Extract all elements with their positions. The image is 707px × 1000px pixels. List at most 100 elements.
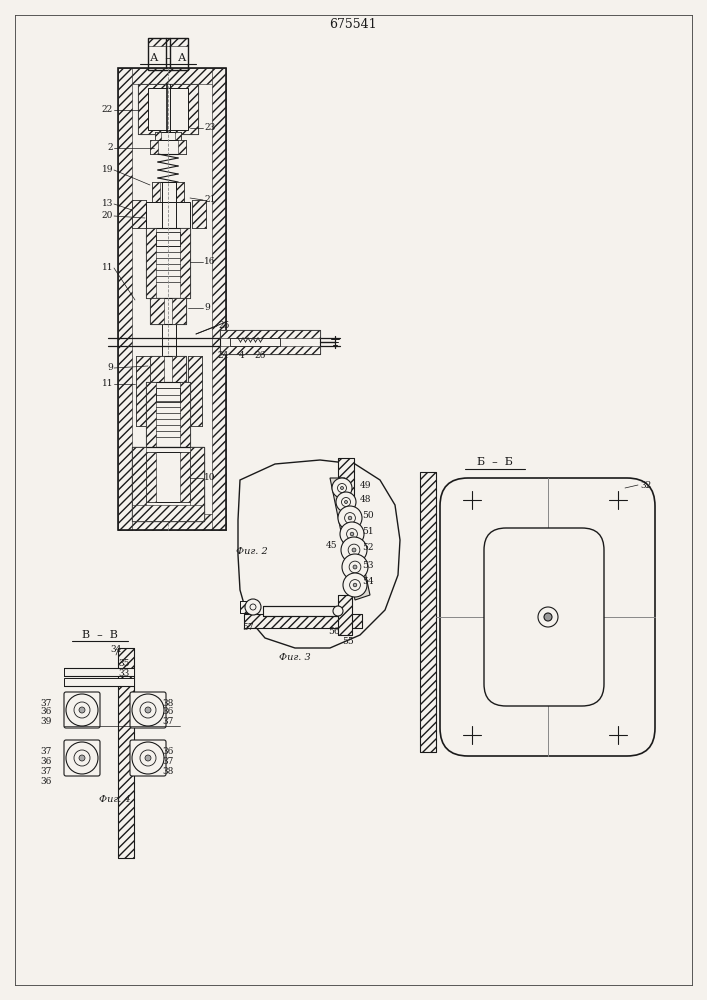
Text: Фиг. 2: Фиг. 2: [236, 548, 268, 556]
Text: 11: 11: [102, 263, 113, 272]
Circle shape: [544, 613, 552, 621]
Circle shape: [79, 707, 85, 713]
Text: 675541: 675541: [329, 18, 377, 31]
Circle shape: [343, 573, 367, 597]
Bar: [338, 458, 354, 508]
Circle shape: [340, 522, 364, 546]
Bar: [175, 132, 181, 140]
Bar: [230, 338, 280, 346]
Text: 52: 52: [362, 542, 373, 552]
Bar: [132, 447, 204, 521]
Bar: [190, 447, 204, 521]
Bar: [155, 132, 161, 140]
Text: Фиг. 4: Фиг. 4: [99, 796, 131, 804]
Text: 37: 37: [40, 748, 52, 756]
Circle shape: [349, 580, 361, 590]
Text: 48: 48: [360, 494, 371, 504]
Circle shape: [145, 755, 151, 761]
Circle shape: [346, 529, 358, 539]
Bar: [118, 68, 132, 530]
Bar: [136, 356, 150, 426]
Circle shape: [132, 742, 164, 774]
Bar: [64, 668, 134, 676]
Text: 23: 23: [204, 123, 215, 132]
Bar: [146, 382, 156, 447]
Bar: [118, 68, 226, 530]
Bar: [138, 84, 198, 134]
Bar: [132, 447, 146, 521]
Circle shape: [66, 742, 98, 774]
Text: Фиг. 3: Фиг. 3: [279, 654, 311, 662]
Bar: [192, 200, 206, 228]
Bar: [148, 38, 188, 46]
Bar: [118, 68, 226, 84]
Circle shape: [348, 544, 360, 556]
Bar: [220, 330, 320, 338]
Bar: [132, 200, 146, 228]
Text: 32: 32: [640, 481, 651, 489]
Bar: [146, 452, 190, 502]
Circle shape: [338, 506, 362, 530]
Text: 39: 39: [40, 716, 52, 726]
Bar: [220, 346, 320, 354]
Text: 16: 16: [204, 257, 216, 266]
Bar: [178, 140, 186, 154]
Text: В  –  В: В – В: [82, 630, 118, 640]
Text: 57: 57: [243, 624, 254, 633]
Bar: [118, 648, 134, 858]
Text: 26: 26: [255, 352, 266, 360]
Bar: [420, 472, 436, 752]
Text: 50: 50: [362, 510, 373, 520]
Text: 37: 37: [40, 768, 52, 776]
Bar: [132, 200, 146, 228]
Circle shape: [336, 492, 356, 512]
Bar: [146, 452, 156, 502]
Circle shape: [132, 694, 164, 726]
Text: 49: 49: [360, 481, 371, 489]
Circle shape: [74, 750, 90, 766]
Text: 37: 37: [162, 758, 173, 766]
Bar: [150, 140, 158, 154]
Text: 20: 20: [102, 212, 113, 221]
Bar: [148, 88, 188, 130]
Bar: [138, 84, 198, 134]
Circle shape: [349, 516, 352, 520]
Text: 22: 22: [102, 105, 113, 114]
Bar: [244, 614, 362, 628]
Bar: [136, 356, 150, 426]
Bar: [150, 298, 186, 324]
Bar: [150, 298, 164, 324]
Bar: [212, 68, 226, 530]
Text: Б  –  Б: Б – Б: [477, 457, 513, 467]
Bar: [172, 356, 186, 382]
Text: 56: 56: [328, 628, 339, 637]
Bar: [240, 601, 250, 613]
Bar: [180, 452, 190, 502]
Bar: [118, 648, 134, 858]
Text: 38: 38: [162, 768, 173, 776]
Text: 37: 37: [162, 716, 173, 726]
Bar: [132, 505, 204, 521]
Text: 2: 2: [107, 143, 113, 152]
Polygon shape: [330, 478, 370, 600]
Circle shape: [145, 707, 151, 713]
Text: 38: 38: [162, 698, 173, 708]
Bar: [188, 356, 202, 426]
Circle shape: [140, 702, 156, 718]
Circle shape: [332, 478, 352, 498]
Bar: [180, 382, 190, 447]
Circle shape: [337, 484, 346, 492]
FancyBboxPatch shape: [484, 528, 604, 706]
Circle shape: [140, 750, 156, 766]
Text: 4: 4: [239, 352, 245, 360]
Bar: [118, 514, 226, 530]
Text: 19: 19: [102, 165, 113, 174]
Circle shape: [349, 561, 361, 573]
Text: 36: 36: [40, 778, 52, 786]
Bar: [152, 182, 184, 202]
Text: 53: 53: [362, 560, 373, 570]
Bar: [188, 356, 202, 426]
Bar: [338, 595, 352, 635]
Circle shape: [66, 694, 98, 726]
Text: 21: 21: [204, 196, 216, 205]
